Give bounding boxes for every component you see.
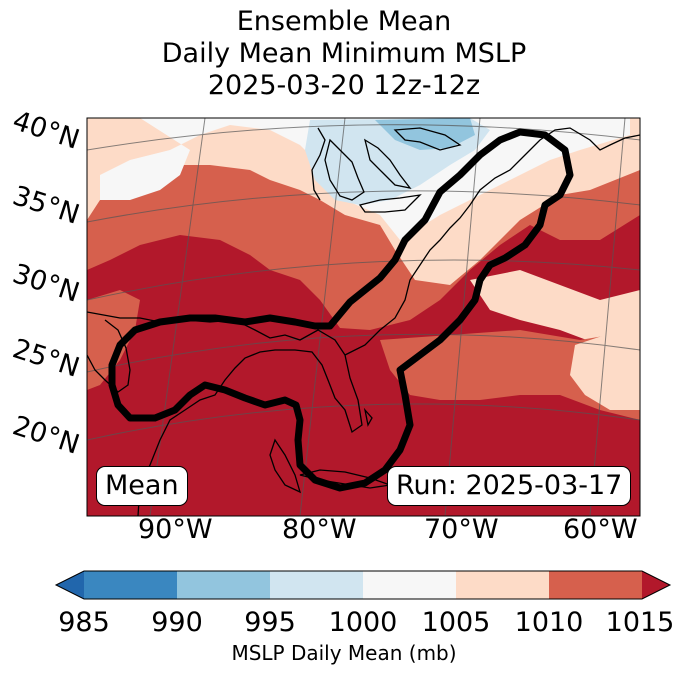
pressure-field — [87, 118, 640, 516]
colorbar-segment-1010-1015 — [549, 571, 642, 599]
colorbar-tick-990: 990 — [151, 607, 203, 638]
lon-label-60w: 60°W — [563, 514, 638, 545]
colorbar-segment-1005-1010 — [456, 571, 549, 599]
colorbar-extend-high — [642, 571, 670, 599]
colorbar-segment-995-1000 — [270, 571, 363, 599]
field-985-990 — [375, 118, 475, 150]
map-frame — [86, 117, 641, 517]
colorbar-segment-1000-1005 — [363, 571, 456, 599]
colorbar-tick-985: 985 — [58, 607, 110, 638]
colorbar-tick-995: 995 — [244, 607, 296, 638]
colorbar-label: MSLP Daily Mean (mb) — [231, 641, 457, 665]
colorbar-tick-1000: 1000 — [328, 607, 398, 638]
colorbar-extend-low — [56, 571, 84, 599]
lon-label-90w: 90°W — [138, 514, 213, 545]
colorbar-segment-990-995 — [177, 571, 270, 599]
colorbar-outline — [54, 570, 672, 600]
colorbar-segment-985-990 — [84, 571, 177, 599]
colorbar-tick-1015: 1015 — [605, 607, 675, 638]
highlight-contour — [108, 128, 574, 492]
lon-label-80w: 80°W — [282, 514, 357, 545]
run-date-badge: Run: 2025-03-17 — [387, 466, 632, 506]
title-line-1: Ensemble Mean — [236, 6, 452, 37]
mean-badge: Mean — [96, 466, 188, 506]
title-line-2: Daily Mean Minimum MSLP — [161, 38, 527, 69]
colorbar — [54, 570, 672, 600]
title-line-3: 2025-03-20 12z-12z — [207, 70, 481, 101]
field-eastern-1000-1005 — [470, 270, 640, 345]
colorbar-tick-1010: 1010 — [514, 607, 584, 638]
field-eastern-patch — [570, 330, 640, 410]
lon-label-70w: 70°W — [424, 514, 499, 545]
colorbar-tick-1005: 1005 — [421, 607, 491, 638]
